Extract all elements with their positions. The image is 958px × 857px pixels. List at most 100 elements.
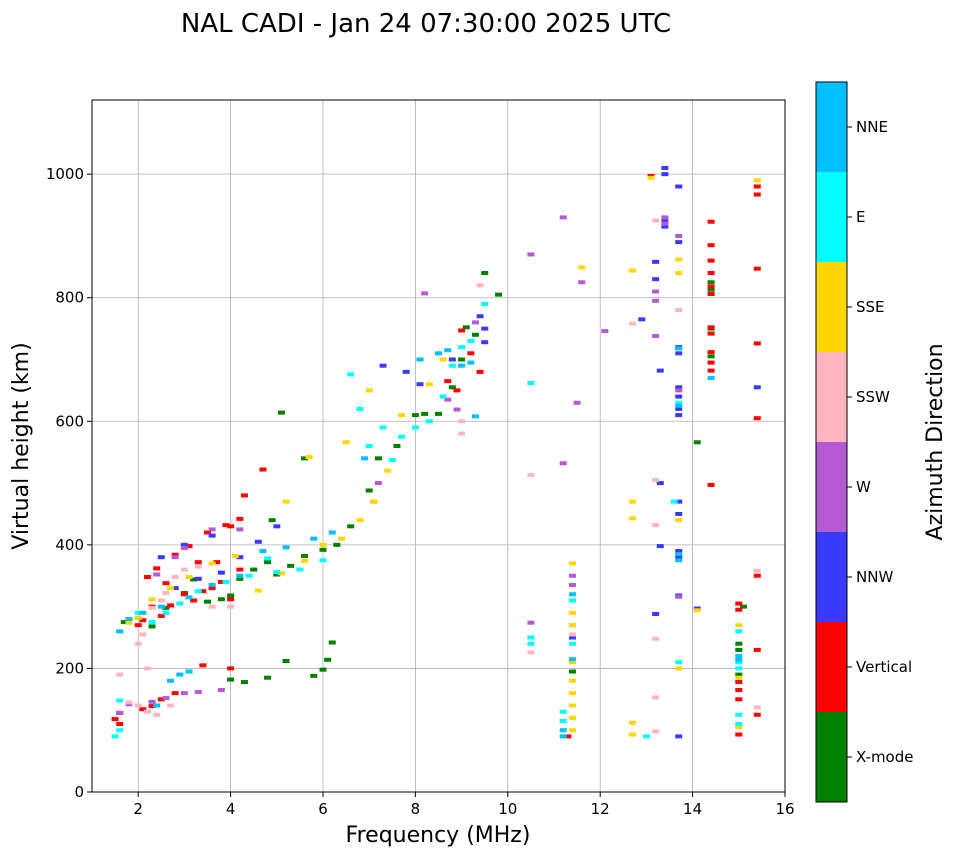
data-point bbox=[675, 734, 683, 739]
data-point bbox=[139, 618, 147, 623]
data-point bbox=[675, 351, 683, 356]
data-point bbox=[707, 360, 715, 365]
data-point bbox=[471, 332, 479, 337]
data-point bbox=[693, 440, 701, 445]
data-point bbox=[277, 571, 285, 576]
data-point bbox=[180, 545, 188, 550]
data-point bbox=[240, 493, 248, 498]
data-point bbox=[139, 707, 147, 712]
data-point bbox=[231, 553, 239, 558]
data-point bbox=[273, 570, 281, 575]
data-point bbox=[675, 308, 683, 313]
data-point bbox=[476, 283, 484, 288]
colorbar-tick-label: Vertical bbox=[856, 658, 912, 676]
data-point bbox=[458, 328, 466, 333]
azimuth-colorbar: X-mode Vertical NNW W SSW SSE E NNE bbox=[815, 81, 913, 803]
data-point bbox=[222, 579, 230, 584]
data-point bbox=[753, 178, 761, 183]
data-point bbox=[675, 413, 683, 418]
data-point bbox=[194, 576, 202, 581]
data-point bbox=[180, 542, 188, 547]
data-point bbox=[180, 691, 188, 696]
data-point bbox=[707, 258, 715, 263]
data-point bbox=[675, 518, 683, 523]
data-point bbox=[559, 215, 567, 220]
data-point bbox=[476, 369, 484, 374]
data-point bbox=[675, 549, 683, 554]
data-point bbox=[120, 620, 128, 625]
data-point bbox=[675, 666, 683, 671]
data-point bbox=[601, 329, 609, 334]
data-point bbox=[236, 573, 244, 578]
data-point bbox=[707, 368, 715, 373]
data-point bbox=[652, 523, 660, 528]
data-point bbox=[190, 577, 198, 582]
plot-frame bbox=[91, 99, 786, 793]
data-point bbox=[707, 284, 715, 289]
data-point bbox=[735, 675, 743, 680]
data-point bbox=[471, 414, 479, 419]
data-point bbox=[217, 579, 225, 584]
data-point bbox=[647, 175, 655, 180]
data-point bbox=[735, 654, 743, 659]
data-point bbox=[337, 536, 345, 541]
data-point bbox=[753, 647, 761, 652]
data-point bbox=[462, 325, 470, 330]
data-point bbox=[421, 411, 429, 416]
data-point bbox=[675, 594, 683, 599]
data-point bbox=[458, 345, 466, 350]
data-point bbox=[675, 499, 683, 504]
data-point bbox=[735, 722, 743, 727]
data-point bbox=[153, 703, 161, 708]
y-axis-ticks: 0 200 400 600 800 1000 bbox=[46, 165, 92, 801]
data-point bbox=[425, 382, 433, 387]
data-point bbox=[675, 555, 683, 560]
plot-background bbox=[92, 100, 785, 792]
data-point bbox=[148, 624, 156, 629]
data-point bbox=[254, 539, 262, 544]
data-point bbox=[167, 603, 175, 608]
data-point bbox=[735, 725, 743, 730]
data-point bbox=[707, 287, 715, 292]
colorbar-segment bbox=[816, 172, 847, 262]
data-point bbox=[208, 586, 216, 591]
data-point bbox=[282, 499, 290, 504]
data-point bbox=[559, 461, 567, 466]
data-point bbox=[204, 530, 211, 535]
data-point bbox=[180, 592, 188, 597]
data-point bbox=[707, 280, 715, 285]
data-point bbox=[707, 331, 715, 336]
data-point bbox=[208, 583, 216, 588]
data-point bbox=[629, 720, 637, 725]
data-point bbox=[559, 718, 567, 723]
data-point bbox=[568, 657, 576, 662]
colorbar-tick-label: NNW bbox=[856, 568, 893, 586]
data-point bbox=[171, 586, 179, 591]
data-point bbox=[217, 570, 225, 575]
x-tick-label: 10 bbox=[498, 800, 517, 818]
data-point bbox=[753, 705, 761, 710]
data-point bbox=[356, 406, 364, 411]
data-point bbox=[661, 215, 669, 220]
data-point bbox=[411, 425, 419, 430]
data-point bbox=[527, 635, 535, 640]
data-point bbox=[342, 440, 350, 445]
data-point bbox=[527, 650, 535, 655]
data-point bbox=[217, 688, 225, 693]
data-point bbox=[213, 560, 221, 565]
data-point bbox=[568, 635, 576, 640]
data-point bbox=[707, 354, 715, 359]
data-point bbox=[458, 431, 466, 436]
data-point bbox=[467, 360, 475, 365]
data-point bbox=[675, 385, 683, 390]
data-point bbox=[157, 613, 165, 618]
data-point bbox=[568, 691, 576, 696]
x-tick-label: 2 bbox=[133, 800, 143, 818]
data-point bbox=[568, 669, 576, 674]
data-point bbox=[254, 588, 262, 593]
data-point bbox=[227, 593, 235, 598]
data-point bbox=[204, 599, 211, 604]
data-point bbox=[125, 700, 133, 705]
data-point bbox=[652, 289, 660, 294]
data-point bbox=[675, 511, 683, 516]
